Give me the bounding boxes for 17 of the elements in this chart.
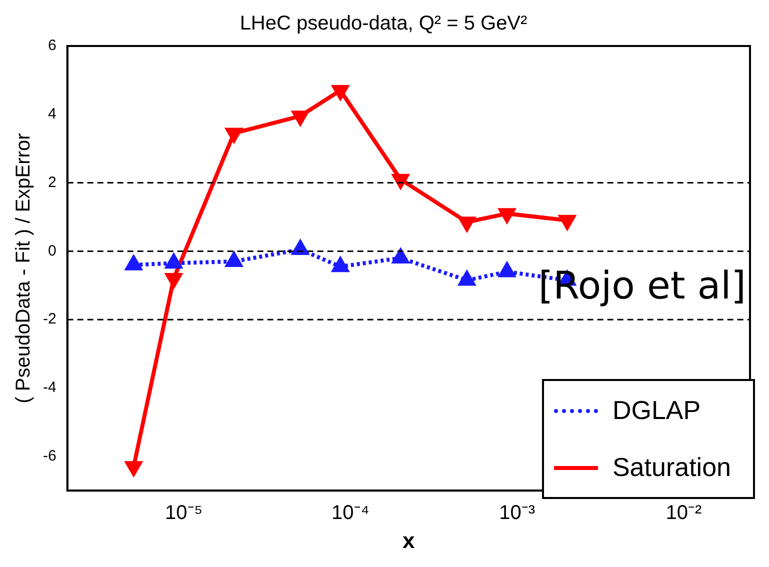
y-axis-title: ( PseudoData - Fit ) / ExpError [12, 132, 35, 404]
y-tick-label: 0 [48, 242, 56, 260]
y-tick-label: -2 [42, 310, 56, 328]
y-tick-label: -4 [42, 379, 56, 396]
y-tick-label: 2 [48, 174, 56, 191]
x-tick-label: 10⁻⁴ [332, 502, 370, 524]
legend-label: DGLAP [612, 395, 701, 426]
annotation: [Rojo et al] [538, 264, 746, 308]
chart-title: LHeC pseudo-data, Q² = 5 GeV² [240, 12, 528, 35]
x-axis-title: x [402, 528, 416, 553]
y-tick-label: 4 [48, 106, 56, 123]
y-tick-label: 6 [48, 37, 56, 54]
legend-label: Saturation [612, 452, 731, 483]
x-tick-label: 10⁻⁵ [165, 502, 203, 524]
y-tick-label: -6 [42, 448, 56, 465]
x-tick-label: 10⁻³ [499, 502, 536, 524]
x-tick-label: 10⁻² [666, 502, 702, 524]
